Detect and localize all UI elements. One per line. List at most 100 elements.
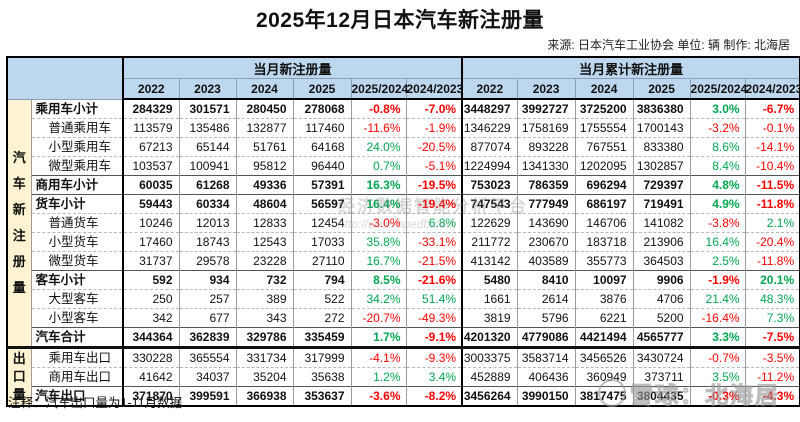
monthly-value: 301571 <box>178 99 236 119</box>
cumulative-value: 833380 <box>632 137 691 157</box>
cumulative-value: 3836380 <box>632 99 691 119</box>
cumulative-change-pct: -3.5% <box>744 346 800 368</box>
cumulative-value: 4421494 <box>574 327 634 348</box>
table-row: 汽车新注册量乘用车小计 284329 301571 280450 278068 -0.8%… <box>7 99 800 348</box>
monthly-change-pct: -20.7% <box>350 308 406 328</box>
table-row: 商用车出口 41642 34037 35204 35638 1.2% 3.4% 452889 4… <box>7 367 800 387</box>
cumulative-value: 413142 <box>461 251 518 271</box>
monthly-value: 677 <box>178 308 236 328</box>
monthly-value: 353637 <box>292 386 351 406</box>
cumulative-value: 1302857 <box>632 156 691 176</box>
cumulative-value: 3819 <box>461 308 518 328</box>
cumulative-value: 747543 <box>461 194 518 214</box>
monthly-change-pct: -19.4% <box>405 194 463 214</box>
monthly-change-pct: 1.7% <box>350 327 406 348</box>
column-header-monthly-2025/2024: 2025/2024 <box>350 78 408 100</box>
monthly-value: 329786 <box>235 327 293 348</box>
monthly-change-pct: -5.1% <box>405 156 463 176</box>
cumulative-change-pct: -20.4% <box>744 232 800 252</box>
monthly-change-pct: -3.6% <box>350 386 406 406</box>
monthly-value: 96440 <box>292 156 351 176</box>
monthly-change-pct: -9.3% <box>405 346 463 368</box>
cumulative-change-pct: -3.8% <box>689 213 746 233</box>
monthly-value: 12013 <box>178 213 236 233</box>
cumulative-value: 729397 <box>632 175 691 195</box>
row-label: 汽车出口 <box>30 386 123 406</box>
column-header-cumulative-2025/2024: 2025/2024 <box>689 78 747 100</box>
column-header-cumulative-2024: 2024 <box>574 78 634 100</box>
row-group-label-char: 车 <box>12 175 26 191</box>
monthly-change-pct: -7.0% <box>405 99 463 119</box>
cumulative-change-pct: -1.9% <box>689 270 746 290</box>
cumulative-change-pct: -11.2% <box>744 367 800 387</box>
cumulative-value: 3456264 <box>461 386 518 406</box>
table-row: 大型客车 250 257 389 522 34.2% 51.4% 1661 2614 3876 47… <box>7 289 800 309</box>
monthly-value: 732 <box>235 270 293 290</box>
monthly-value: 65144 <box>178 137 236 157</box>
column-header-monthly-2022: 2022 <box>122 78 179 100</box>
footnote: 注释：汽车出口量为1-11月数据 <box>8 396 183 410</box>
cumulative-value: 10097 <box>574 270 634 290</box>
cumulative-value: 8410 <box>516 270 576 290</box>
monthly-value: 343 <box>235 308 293 328</box>
cumulative-value: 1346229 <box>461 118 518 138</box>
monthly-value: 35638 <box>292 367 351 387</box>
cumulative-value: 4201320 <box>461 327 518 348</box>
cumulative-value: 777949 <box>516 194 576 214</box>
cumulative-value: 686197 <box>574 194 634 214</box>
cumulative-change-pct: -0.1% <box>744 118 800 138</box>
cumulative-change-pct: 3.0% <box>689 99 746 119</box>
monthly-value: 934 <box>178 270 236 290</box>
column-header-cumulative-2023: 2023 <box>516 78 576 100</box>
cumulative-change-pct: 2.5% <box>689 251 746 271</box>
monthly-change-pct: 51.4% <box>405 289 463 309</box>
cumulative-change-pct: -4.3% <box>744 386 800 406</box>
cumulative-change-pct: -10.4% <box>744 156 800 176</box>
cumulative-value: 143690 <box>516 213 576 233</box>
row-group-label-char: 注 <box>12 227 26 243</box>
monthly-value: 61268 <box>178 175 236 195</box>
monthly-change-pct: 1.2% <box>350 367 406 387</box>
monthly-change-pct: -21.6% <box>405 270 463 290</box>
table-row: 微型货车 31737 29578 23228 27110 16.7% -21.5% 41314… <box>7 251 800 271</box>
cumulative-value: 3430724 <box>632 346 691 368</box>
cumulative-change-pct: -3.2% <box>689 118 746 138</box>
monthly-value: 135486 <box>178 118 236 138</box>
monthly-value: 17033 <box>292 232 351 252</box>
column-header-cumulative-2025: 2025 <box>632 78 691 100</box>
cumulative-value: 406436 <box>516 367 576 387</box>
cumulative-value: 183718 <box>574 232 634 252</box>
table-row: 小型货车 17460 18743 12543 17033 35.8% -33.1% 21177… <box>7 232 800 252</box>
monthly-value: 117460 <box>292 118 351 138</box>
monthly-value: 27110 <box>292 251 351 271</box>
cumulative-change-pct: 4.8% <box>689 175 746 195</box>
column-header-monthly-2024: 2024 <box>235 78 293 100</box>
monthly-value: 103537 <box>122 156 179 176</box>
monthly-value: 49336 <box>235 175 293 195</box>
monthly-value: 12833 <box>235 213 293 233</box>
cumulative-change-pct: 20.1% <box>744 270 800 290</box>
table-row: 小型客车 342 677 343 272 -20.7% -49.3% 3819 5796 6221… <box>7 308 800 328</box>
monthly-value: 132877 <box>235 118 293 138</box>
monthly-change-pct: -49.3% <box>405 308 463 328</box>
registrations-table: 当月新注册量 当月累计新注册量 2022 2023 2024 2025 2025/202… <box>6 56 800 407</box>
cumulative-value: 5200 <box>632 308 691 328</box>
monthly-value: 60035 <box>122 175 179 195</box>
monthly-value: 12543 <box>235 232 293 252</box>
monthly-value: 51761 <box>235 137 293 157</box>
page-title: 2025年12月日本汽车新注册量 <box>255 9 545 32</box>
row-group-label-char: 口 <box>12 369 26 384</box>
monthly-group-header: 当月新注册量 <box>121 57 463 79</box>
cumulative-change-pct: -14.1% <box>744 137 800 157</box>
monthly-value: 284329 <box>122 99 179 119</box>
table-row: 客车小计 592 934 732 794 8.5% -21.6% 5480 8410 10097 9… <box>7 270 800 290</box>
monthly-change-pct: 16.4% <box>350 194 406 214</box>
row-label: 货车小计 <box>30 194 123 214</box>
monthly-change-pct: 8.5% <box>350 270 406 290</box>
monthly-value: 278068 <box>292 99 351 119</box>
cumulative-value: 1202095 <box>574 156 634 176</box>
cumulative-value: 1224994 <box>461 156 518 176</box>
monthly-value: 317999 <box>292 346 351 368</box>
monthly-value: 272 <box>292 308 351 328</box>
cumulative-value: 3804435 <box>632 386 691 406</box>
